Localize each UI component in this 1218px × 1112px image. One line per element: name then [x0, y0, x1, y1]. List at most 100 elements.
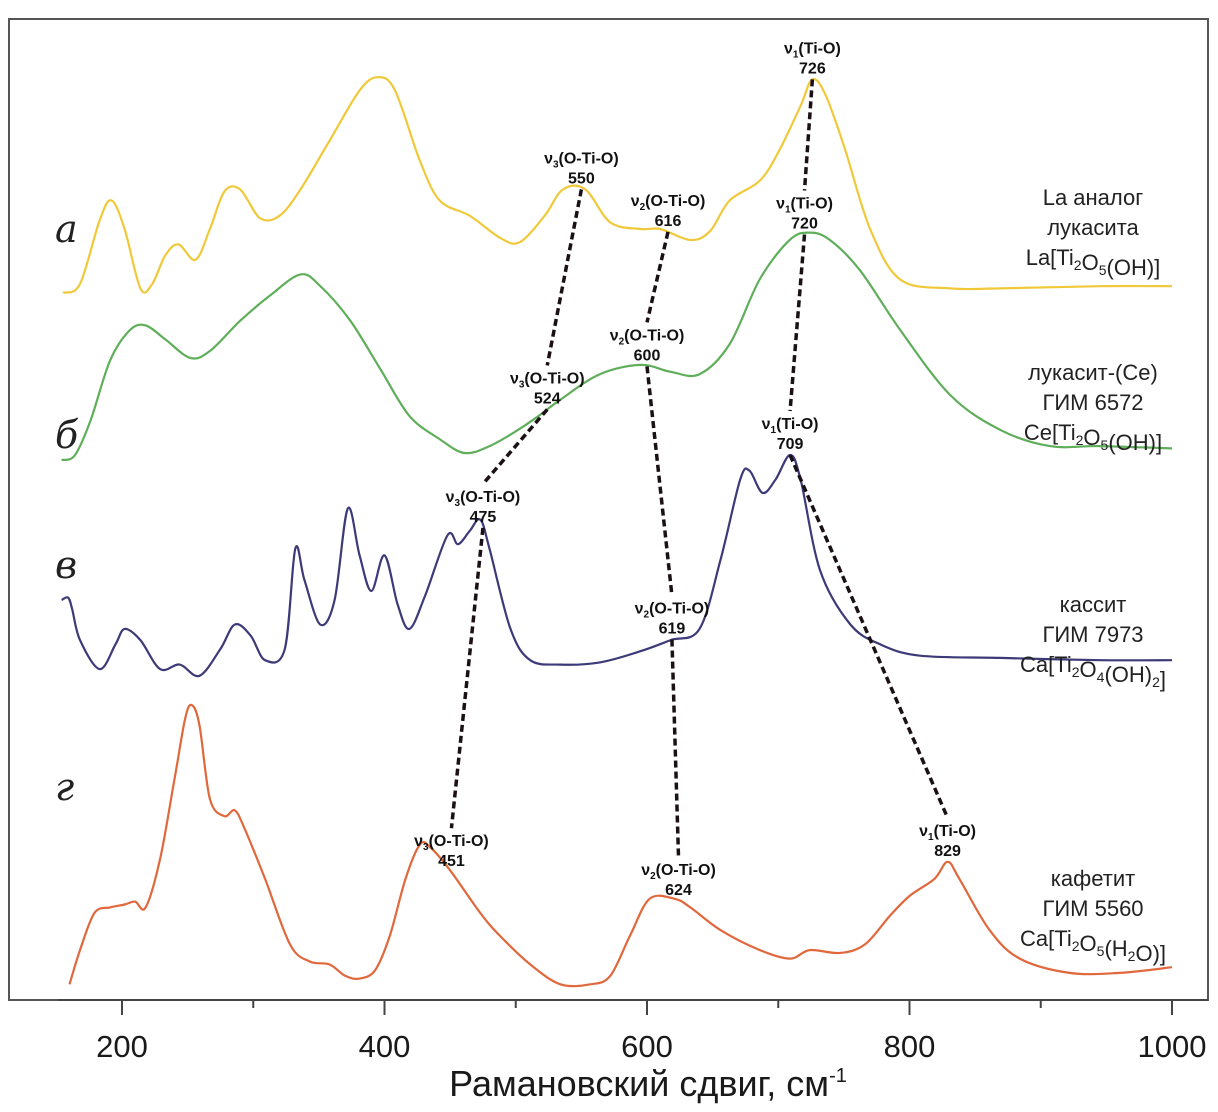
x-axis-title: Рамановский сдвиг, см-1 [449, 1063, 847, 1104]
mode-bond: (O-Ti-O) [656, 862, 716, 879]
formula-subscript: 2 [1152, 674, 1160, 690]
sample-label-line: лукасит-(Ce) [1028, 360, 1158, 385]
formula-subscript: 4 [1097, 669, 1105, 685]
series-letter-0: а [55, 207, 78, 251]
mode-symbol: ν [641, 862, 650, 879]
series-line-1 [61, 231, 1173, 462]
formula-subscript: 2 [1076, 432, 1084, 448]
peak-annotation: ν2(O-Ti-O)624 [641, 862, 716, 899]
peak-annotation-mode: ν1(Ti-O) [784, 40, 841, 60]
correlation-line-2-0 [802, 79, 815, 191]
mode-subscript: 2 [644, 610, 650, 621]
formula-part: La[Ti [1026, 245, 1074, 270]
sample-label-line: ГИМ 7973 [1042, 622, 1143, 647]
mode-symbol: ν [919, 823, 928, 840]
series-line-3 [68, 703, 1173, 988]
peak-annotation-value: 829 [934, 843, 961, 860]
peak-annotation-mode: ν1(Ti-O) [762, 416, 819, 436]
mode-symbol: ν [784, 40, 793, 57]
formula-part: O [1080, 657, 1097, 682]
peak-annotation: ν2(O-Ti-O)616 [631, 193, 706, 230]
formula-subscript: 5 [1097, 943, 1105, 959]
mode-subscript: 2 [619, 336, 625, 347]
mode-symbol: ν [446, 489, 455, 506]
mode-bond: (Ti-O) [791, 195, 833, 212]
mode-bond: (Ti-O) [934, 823, 976, 840]
peak-annotation-value: 619 [659, 621, 686, 638]
sample-label-line: лукасита [1047, 215, 1139, 240]
correlation-line-0-0 [545, 189, 584, 366]
peak-annotation: ν3(O-Ti-O)451 [414, 833, 489, 870]
mode-subscript: 3 [519, 379, 525, 390]
formula-part: Ca[Ti [1020, 926, 1072, 951]
correlation-line-0-1 [481, 408, 549, 486]
peak-annotation: ν1(Ti-O)709 [762, 416, 819, 453]
mode-subscript: 3 [455, 498, 461, 509]
formula-subscript: 2 [1128, 948, 1136, 964]
peak-annotation-mode: ν2(O-Ti-O) [641, 862, 716, 882]
formula-part: Ca[Ti [1020, 652, 1072, 677]
mode-subscript: 2 [640, 202, 646, 213]
sample-label-line: ГИМ 6572 [1042, 390, 1143, 415]
mode-subscript: 1 [785, 204, 791, 215]
sample-labels-layer: аLa аналоглукаситаLa[Ti2O5(OH)]блукасит-… [55, 185, 1166, 966]
correlation-line-0-2 [449, 527, 485, 829]
series-layer [61, 76, 1173, 988]
mode-subscript: 1 [771, 425, 777, 436]
peak-annotation-value: 709 [777, 436, 804, 453]
formula-subscript: 2 [1072, 664, 1080, 680]
peak-annotation-value: 616 [655, 213, 682, 230]
formula-part: ] [1160, 667, 1166, 692]
mode-bond: (O-Ti-O) [559, 150, 619, 167]
formula-part: (OH)] [1108, 430, 1162, 455]
formula-part: Ce[Ti [1024, 420, 1076, 445]
x-tick-label: 600 [621, 1029, 673, 1064]
series-letter-2: в [55, 543, 77, 587]
mode-symbol: ν [631, 193, 640, 210]
peak-annotation-value: 726 [799, 60, 826, 77]
correlation-line-2-2 [788, 454, 950, 819]
formula-part: O [1080, 931, 1097, 956]
formula-part: O [1083, 425, 1100, 450]
peak-annotation-value: 600 [634, 347, 661, 364]
sample-formula: Ce[Ti2O5(OH)] [1024, 420, 1162, 455]
series-line-0 [62, 76, 1173, 294]
formula-part: O [1082, 250, 1099, 275]
peak-annotation-mode: ν2(O-Ti-O) [610, 327, 685, 347]
formula-subscript: 5 [1099, 262, 1107, 278]
peak-annotation-mode: ν1(Ti-O) [776, 195, 833, 215]
mode-bond: (Ti-O) [776, 416, 818, 433]
x-tick-label: 400 [359, 1029, 411, 1064]
mode-symbol: ν [776, 195, 785, 212]
mode-symbol: ν [544, 150, 553, 167]
mode-subscript: 2 [650, 871, 656, 882]
peak-annotation-mode: ν1(Ti-O) [919, 823, 976, 843]
peak-annotation-mode: ν3(O-Ti-O) [446, 489, 521, 509]
peak-annotation-mode: ν2(O-Ti-O) [631, 193, 706, 213]
mode-bond: (O-Ti-O) [624, 327, 684, 344]
correlation-line-1-0 [645, 231, 670, 323]
formula-subscript: 2 [1072, 938, 1080, 954]
sample-label-line: La аналог [1043, 185, 1144, 210]
mode-bond: (O-Ti-O) [524, 370, 584, 387]
peak-annotation: ν1(Ti-O)829 [919, 823, 976, 860]
mode-bond: (O-Ti-O) [429, 833, 489, 850]
peak-annotation-value: 624 [665, 882, 692, 899]
x-tick-label: 1000 [1138, 1029, 1207, 1064]
peak-annotation-value: 524 [534, 390, 561, 407]
x-axis-title-text: Рамановский сдвиг, см [449, 1063, 829, 1104]
mode-bond: (O-Ti-O) [460, 489, 520, 506]
peak-annotation: ν1(Ti-O)720 [776, 195, 833, 232]
mode-symbol: ν [762, 416, 771, 433]
x-tick-label: 200 [96, 1029, 148, 1064]
x-tick-label: 800 [884, 1029, 936, 1064]
sample-formula: Ca[Ti2O5(H2O)] [1020, 926, 1166, 966]
peak-annotation-value: 451 [438, 853, 465, 870]
mode-subscript: 1 [793, 49, 799, 60]
peak-annotation-mode: ν3(O-Ti-O) [414, 833, 489, 853]
mode-subscript: 1 [928, 832, 934, 843]
peak-annotation: ν3(O-Ti-O)475 [446, 489, 521, 526]
mode-bond: (O-Ti-O) [649, 601, 709, 618]
mode-symbol: ν [635, 601, 644, 618]
